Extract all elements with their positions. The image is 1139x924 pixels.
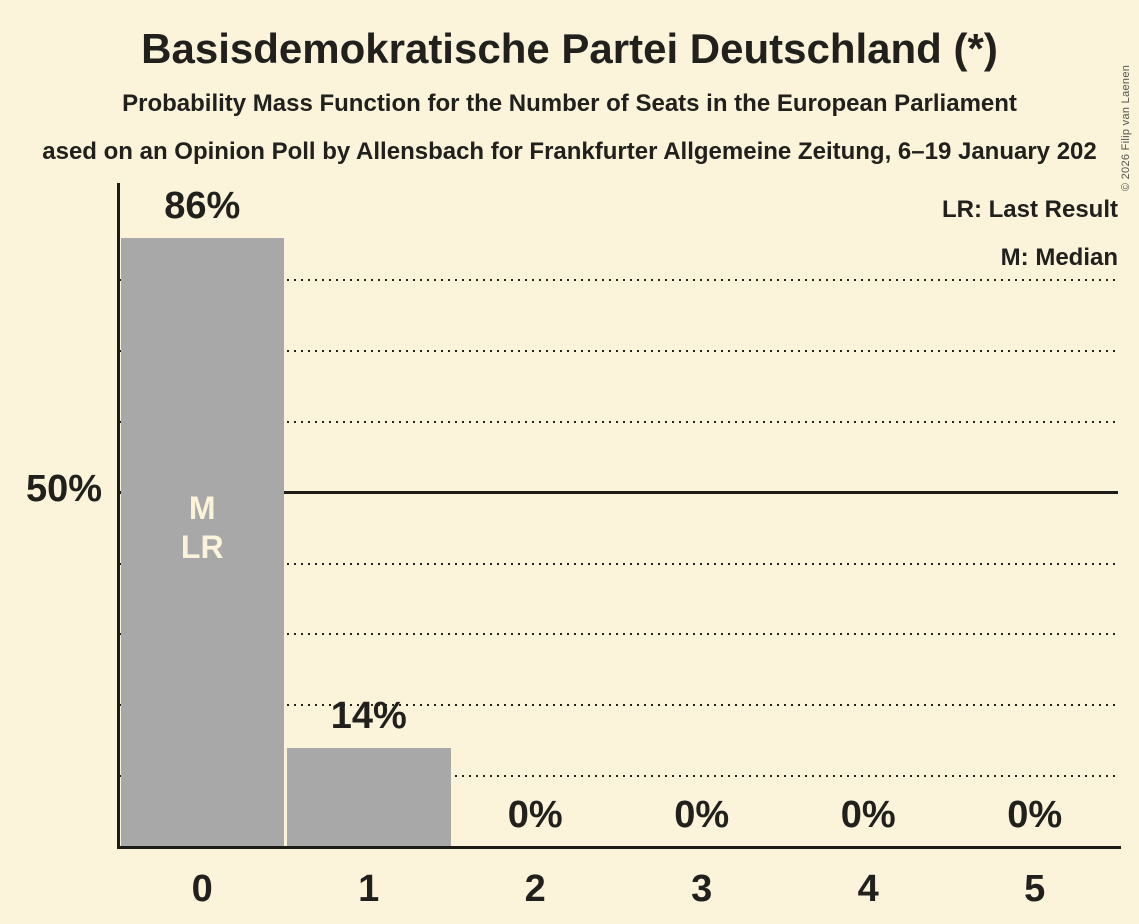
gridline-solid-50 xyxy=(119,491,1118,495)
bar-value-label-0: 86% xyxy=(164,184,241,227)
chart-legend: LR: Last Result M: Median xyxy=(942,186,1118,282)
gridline-dotted-20 xyxy=(119,704,1118,707)
gridline-dotted-30 xyxy=(119,633,1118,636)
x-tick-label-4: 4 xyxy=(857,868,879,910)
y-axis-tick-label: 50% xyxy=(25,467,102,510)
bar-value-label-1: 14% xyxy=(330,694,407,737)
chart-source-line: ased on an Opinion Poll by Allensbach fo… xyxy=(42,138,1097,165)
x-axis xyxy=(117,846,1121,849)
bar-value-label-5: 0% xyxy=(1007,794,1063,836)
gridline-dotted-70 xyxy=(119,349,1118,352)
gridline-dotted-60 xyxy=(119,420,1118,423)
x-tick-label-1: 1 xyxy=(358,868,380,910)
median-last-result-annotation: M LR xyxy=(119,489,286,567)
median-marker: M xyxy=(188,490,216,526)
legend-last-result: LR: Last Result xyxy=(941,196,1118,223)
chart-subtitle: Probability Mass Function for the Number… xyxy=(122,90,1017,117)
legend-median: M: Median xyxy=(1000,244,1118,271)
x-tick-label-3: 3 xyxy=(691,868,713,910)
last-result-marker: LR xyxy=(180,529,224,565)
chart-title: Basisdemokratische Partei Deutschland (*… xyxy=(141,25,998,72)
bar-value-label-2: 0% xyxy=(507,794,563,836)
bar-seats-1 xyxy=(287,747,451,848)
bar-seats-0 xyxy=(120,237,284,848)
bar-value-label-3: 0% xyxy=(674,794,730,836)
x-tick-label-0: 0 xyxy=(191,868,213,910)
x-tick-label-5: 5 xyxy=(1024,868,1046,910)
y-axis xyxy=(117,183,120,849)
gridline-dotted-40 xyxy=(119,562,1118,565)
x-tick-label-2: 2 xyxy=(524,868,546,910)
gridline-dotted-10 xyxy=(119,775,1118,778)
bar-value-label-4: 0% xyxy=(840,794,896,836)
gridline-dotted-80 xyxy=(119,279,1118,282)
